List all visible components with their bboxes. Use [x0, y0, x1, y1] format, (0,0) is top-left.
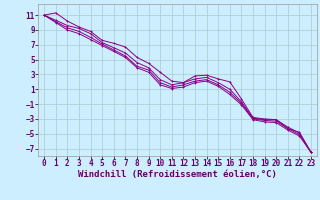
X-axis label: Windchill (Refroidissement éolien,°C): Windchill (Refroidissement éolien,°C) — [78, 170, 277, 179]
